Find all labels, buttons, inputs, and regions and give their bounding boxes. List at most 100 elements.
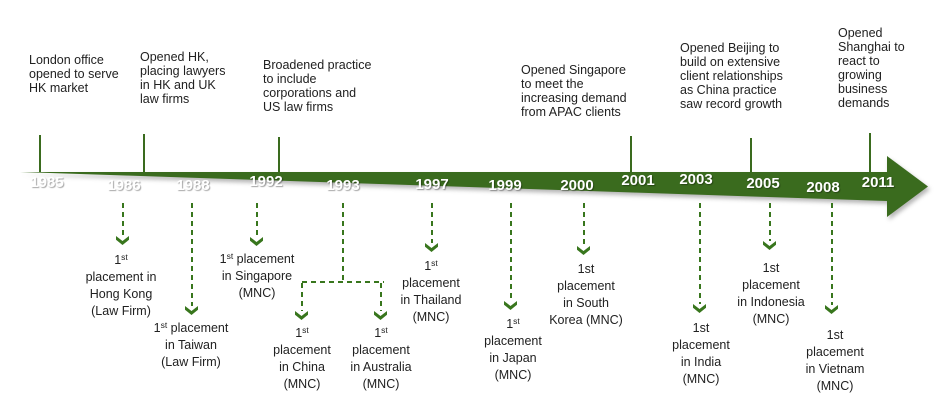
placement-event-text: 1st placement in Taiwan (Law Firm) [154,320,229,371]
placement-event-text: 1st placement in Australia (MNC) [350,325,411,393]
arrowhead-icon [425,243,438,252]
placement-event-text: 1st placement in Thailand (MNC) [401,258,462,326]
text-line: 1st [506,316,520,331]
text-line: HK market [29,81,89,95]
text-line: react to [838,54,880,68]
text-line: placement [806,345,864,359]
text-line: 1st [424,258,438,273]
text-line: from APAC clients [521,105,621,119]
text-line: in Japan [489,351,537,365]
top-event-text: London office opened to serve HK market [29,53,119,95]
text-line: in China [279,360,325,374]
ordinal-superscript: st [160,320,168,330]
arrowhead-icon [374,311,387,320]
text-line: (MNC) [752,312,790,326]
text-line: Opened Beijing to [680,41,780,55]
text-line: demands [838,96,890,110]
year-label-2011: 2011 [861,174,895,191]
arrowhead-icon [763,241,776,250]
top-connector-line [750,138,752,172]
text-line: in South [563,296,609,310]
text-line: (MNC) [283,377,321,391]
text-line: opened to serve [29,67,119,81]
year-label-2005: 2005 [746,175,780,192]
placement-dashed-arrow [583,203,585,246]
text-line: increasing demand [521,91,627,105]
top-event-text: Opened Singapore to meet the increasing de… [521,63,627,119]
placement-event-text: 1st placement in India (MNC) [672,320,730,388]
text-line: to include [263,72,317,86]
arrowhead-icon [185,306,198,315]
top-event-text: Opened Beijing to build on extensive clien… [680,41,783,111]
branch-stem-line [342,203,344,282]
text-line: Shanghai to [838,40,905,54]
text-line: placing lawyers [140,64,226,78]
year-label-1986: 1986 [107,177,141,194]
placement-event-text: 1st placement in Japan (MNC) [484,316,542,384]
year-label-1999: 1999 [488,177,522,194]
placement-dashed-arrow [191,203,193,306]
text-line: (MNC) [816,379,854,393]
text-line: London office [29,53,104,67]
arrowhead-icon [504,301,517,310]
text-line: (MNC) [362,377,400,391]
top-connector-line [39,135,41,172]
text-line: placement [557,279,615,293]
text-line: (Law Firm) [91,304,151,318]
text-line: (Law Firm) [161,355,221,369]
text-line: business [838,82,888,96]
text-line: placement [484,334,542,348]
year-label-2008: 2008 [806,179,840,196]
text-line: in Indonesia [737,295,805,309]
year-label-1988: 1988 [176,177,210,194]
top-connector-line [869,133,871,172]
text-line: placement [352,343,410,357]
text-line: placement [273,343,331,357]
text-line: (MNC) [238,286,276,300]
text-line: law firms [140,92,190,106]
placement-dashed-arrow [831,203,833,305]
year-label-2001: 2001 [621,172,655,189]
arrowhead-icon [250,237,263,246]
text-line: 1st [374,325,388,340]
ordinal-superscript: st [226,251,234,261]
arrowhead-icon [577,246,590,255]
arrowhead-icon [825,305,838,314]
year-label-1985: 1985 [30,174,64,191]
top-connector-line [143,134,145,172]
text-line: in Vietnam [805,362,865,376]
top-event-text: Opened Shanghai to react to growing business… [838,26,905,110]
text-line: Broadened practice [263,58,372,72]
text-line: Opened Singapore [521,63,626,77]
text-line: (MNC) [412,310,450,324]
arrowhead-icon [693,304,706,313]
text-line: in Singapore [221,269,293,283]
placement-dashed-arrow [769,203,771,241]
text-line: 1st placement [153,320,229,335]
text-line: placement [672,338,730,352]
placement-dashed-arrow [431,203,433,243]
text-line: client relationships [680,69,783,83]
text-line: in HK and UK [140,78,216,92]
placement-event-text: 1st placement in Singapore (MNC) [220,251,295,302]
text-line: placement [402,276,460,290]
year-label-2000: 2000 [560,177,594,194]
year-label-1992: 1992 [249,173,283,190]
text-line: 1st [295,325,309,340]
placement-event-text: 1st placement in Hong Kong (Law Firm) [86,252,157,320]
text-line: build on extensive [680,55,781,69]
text-line: placement [742,278,800,292]
arrowhead-icon [295,311,308,320]
placement-event-text: 1st placement in South Korea (MNC) [549,261,623,329]
placement-dashed-arrow [256,203,258,237]
text-line: saw record growth [680,97,783,111]
placement-event-text: 1st placement in Indonesia (MNC) [737,260,804,328]
branch-horizontal-line [302,281,384,283]
placement-dashed-arrow [301,283,303,311]
text-line: (MNC) [494,368,532,382]
text-line: growing [838,68,882,82]
ordinal-superscript: st [431,258,438,268]
text-line: as China practice [680,83,777,97]
ordinal-superscript: st [381,325,388,335]
